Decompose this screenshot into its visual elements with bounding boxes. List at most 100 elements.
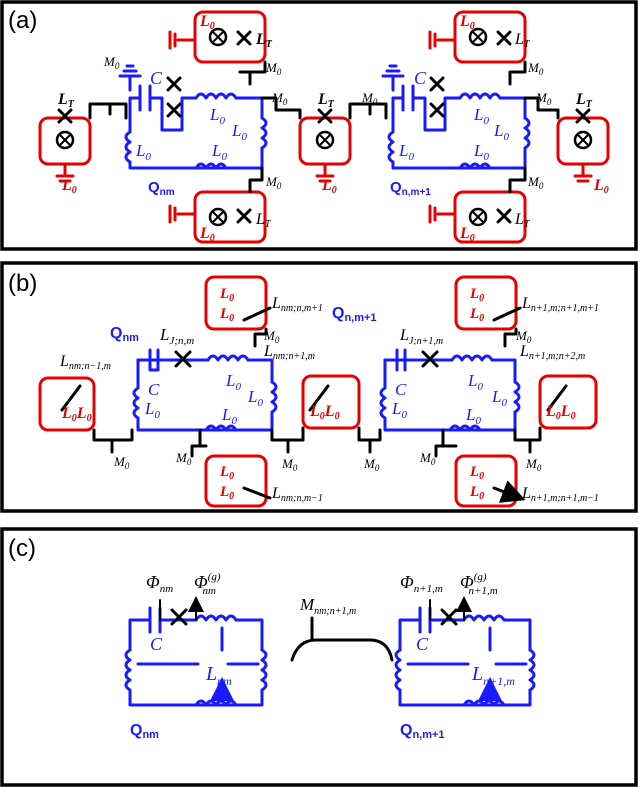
res-label-b-11: L0 (469, 484, 484, 502)
m0-label-a-8: M0 (527, 174, 544, 191)
ind-label-b-6: L0 (467, 371, 483, 393)
ind-label-b-5: L0 (391, 399, 407, 421)
m0-label-a-1: M0 (103, 54, 120, 71)
res-label-b-3: L0L0 (545, 403, 576, 422)
mutual-label-b-1: Lnm;n−1,m (59, 353, 111, 372)
inductor-label-a-8: L0 (493, 121, 509, 143)
panel-b-label: (b) (8, 270, 37, 297)
res-label-b-7: L0 (469, 306, 484, 324)
m0-label-b-7: M0 (175, 450, 192, 467)
ind-label-b-8: L0 (465, 405, 481, 427)
lt-label-a-2: LT (514, 31, 531, 50)
m0-label-b-3: M0 (363, 456, 380, 473)
ind-label-b-2: L0 (225, 371, 241, 393)
res-label-a-5: L0 (459, 13, 475, 32)
res-label-b-5: L0 (219, 306, 234, 324)
res-label-a-4: L0 (199, 13, 215, 32)
qubit-loop-c-left (124, 600, 268, 707)
mutual-label-c: Mnm;n+1,m (299, 595, 356, 617)
cap-label-b-left: C (148, 380, 160, 399)
res-label-a-1: L0 (61, 177, 77, 196)
phi-label-c-left: Φnm (146, 572, 173, 595)
res-label-a-7: L0 (459, 225, 475, 244)
flux-sources-a (55, 27, 593, 227)
res-label-b-2: L0L0 (309, 403, 340, 422)
res-label-b-1: L0L0 (61, 405, 92, 424)
panel-b-frame (0, 261, 638, 513)
m0-label-a-7: M0 (265, 174, 282, 191)
m0-label-a-4: M0 (535, 90, 552, 107)
ind-label-b-3: L0 (247, 387, 263, 409)
lj-label-b-left: LJ;n,m (159, 325, 194, 347)
ind-label-b-4: L0 (221, 405, 237, 427)
qubit-loop-b-right (379, 348, 521, 432)
qubit-label-b-left: Qnm (110, 325, 139, 344)
qubit-label-c-right: Qn,m+1 (400, 722, 445, 741)
qubit-label-a-right: Qn,m+1 (390, 179, 431, 198)
qubit-loop-a-right (381, 64, 531, 170)
lt-label-a-5: LT (575, 91, 593, 110)
panel-a: (a) C L0 L0 L0 L0 Qnm C (0, 0, 638, 251)
resonators-b (38, 275, 598, 506)
lt-label-a-4: LT (317, 91, 335, 110)
panel-c: (c) Φnm Φ(g) nm C Lnm Qnm Φn+1,m Φ(g) n+ (0, 527, 638, 787)
panel-a-frame (0, 0, 638, 251)
phi-g-label-c-right: Φ(g) n+1,m (460, 571, 498, 597)
ind-label-b-7: L0 (491, 387, 507, 409)
mutual-label-b-2: Lnm;n,m+1 (271, 295, 323, 314)
lt-label-a-6: LT (255, 211, 272, 230)
m0-label-b-5: M0 (263, 328, 280, 345)
res-label-a-6: L0 (199, 225, 215, 244)
m0-label-a-3: M0 (361, 90, 378, 107)
ind-label-b-1: L0 (144, 399, 160, 421)
qubit-label-a-left: Qnm (148, 179, 175, 198)
qubit-loop-a-left (118, 64, 268, 170)
m0-label-b-8: M0 (419, 450, 436, 467)
mutual-coupling-c (290, 616, 394, 662)
panel-c-frame (0, 527, 638, 787)
cap-label-c-right: C (416, 634, 429, 654)
inductor-label-a-4: L0 (231, 121, 247, 143)
resonators-a (38, 10, 610, 244)
cap-label-a-left: C (150, 68, 163, 88)
ind-label-c-left: Lnm (205, 663, 232, 688)
res-label-b-8: L0 (219, 464, 234, 482)
mutual-label-b-5: Ln+1,m;n+1,m+1 (521, 295, 599, 314)
inductor-label-a-3: L0 (211, 141, 227, 163)
qubit-label-b-right: Qn,m+1 (332, 305, 377, 324)
inductor-label-a-5: L0 (473, 105, 489, 127)
inductor-label-a-2: L0 (135, 141, 151, 163)
m0-label-a-5: M0 (265, 60, 282, 77)
ind-label-c-right: Ln+1,m (471, 663, 515, 688)
m0-label-a-6: M0 (527, 60, 544, 77)
m0-label-b-4: M0 (525, 456, 542, 473)
lt-label-a-3: LT (57, 91, 75, 110)
res-label-a-2: L0 (321, 177, 337, 196)
inductor-label-a-7: L0 (473, 141, 489, 163)
phi-g-label-c-left: Φ(g) nm (194, 571, 221, 597)
cap-label-c-left: C (150, 634, 163, 654)
couplings-b (92, 327, 542, 458)
m0-label-a-2: M0 (271, 90, 288, 107)
inductor-label-a-6: L0 (398, 141, 414, 163)
cap-label-a-right: C (414, 68, 427, 88)
phi-label-c-right: Φn+1,m (400, 572, 443, 595)
panel-c-label: (c) (8, 535, 36, 562)
mutual-label-b-6: Ln+1,m;n+2,m (519, 343, 585, 362)
cap-label-b-right: C (395, 380, 407, 399)
m0-label-b-2: M0 (281, 456, 298, 473)
res-label-a-3: L0 (593, 177, 609, 196)
qubit-label-c-left: Qnm (130, 722, 159, 741)
couplings-a (88, 60, 560, 194)
res-label-b-4: L0 (219, 286, 234, 304)
panel-a-label: (a) (8, 7, 37, 34)
panel-b: (b) Qnm LJ;n,m C L0 L0 L0 L0 Qn,m+1 LJ;n… (0, 261, 638, 513)
qubit-loop-b-left (132, 348, 278, 432)
qubit-loop-c-right (394, 600, 536, 707)
mutual-label-b-3: Lnm;n+1,m (263, 343, 315, 362)
res-label-b-6: L0 (469, 286, 484, 304)
lt-label-a-1: LT (255, 31, 273, 50)
inductor-label-a-1: L0 (209, 105, 225, 127)
